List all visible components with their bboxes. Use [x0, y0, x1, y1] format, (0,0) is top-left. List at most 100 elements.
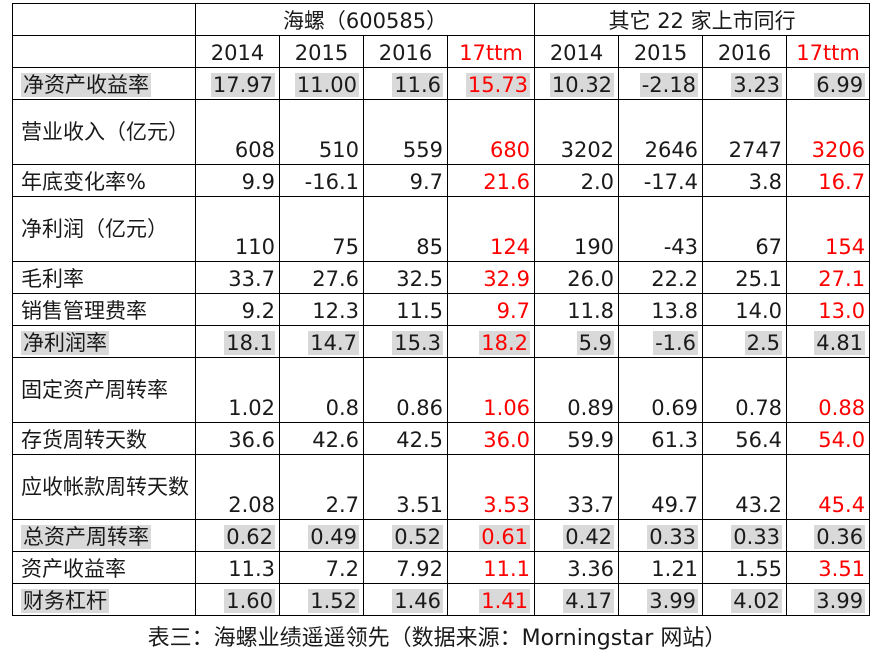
value-cell: 0.8: [279, 357, 364, 423]
value-cell: -16.1: [279, 164, 364, 197]
row-label-text: 资产收益率: [21, 557, 126, 581]
row-label-text: 财务杠杆: [21, 589, 109, 613]
value-text: 0.33: [647, 525, 699, 549]
row-label: 净利润（亿元）: [12, 196, 196, 262]
value-text: 3206: [811, 138, 866, 162]
value-text: 1.60: [224, 589, 275, 613]
value-cell: 3.53: [446, 454, 536, 520]
value-text: 7.2: [325, 557, 359, 581]
value-text: 154: [824, 235, 866, 259]
value-cell: 13.8: [618, 293, 704, 326]
value-text: 61.3: [651, 428, 699, 452]
row-label: 毛利率: [12, 261, 196, 294]
value-text: 9.7: [496, 299, 531, 323]
value-text: 0.69: [651, 396, 699, 420]
value-cell: 1.41: [446, 583, 536, 616]
row-label: 财务杠杆: [12, 583, 196, 616]
value-text: 13.0: [818, 299, 866, 323]
value-text: 18.1: [224, 331, 275, 355]
value-text: 49.7: [651, 493, 699, 517]
value-text: 4.81: [814, 331, 866, 355]
value-text: 124: [489, 235, 531, 259]
value-text: 2646: [644, 138, 699, 162]
value-cell: 17.97: [195, 67, 280, 100]
value-cell: 33.7: [534, 454, 620, 520]
value-cell: 0.36: [786, 519, 871, 552]
value-cell: 2.5: [702, 325, 788, 358]
value-text: 9.7: [409, 170, 443, 194]
group-header-conch: 海螺（600585）: [194, 3, 536, 36]
value-text: 559: [402, 138, 443, 162]
value-text: 33.7: [567, 493, 615, 517]
table-row: 总资产周转率 0.62 0.49 0.52 0.61 0.42 0.33 0.33 0.36: [12, 519, 871, 552]
value-text: 0.61: [479, 525, 531, 549]
value-text: 33.7: [228, 267, 275, 291]
row-label-text: 固定资产周转率: [21, 377, 168, 402]
value-text: 3202: [560, 138, 615, 162]
value-text: 0.33: [731, 525, 783, 549]
value-text: 14.7: [308, 331, 359, 355]
value-cell: 54.0: [786, 422, 871, 455]
value-text: 190: [573, 235, 615, 259]
value-text: 45.4: [818, 493, 866, 517]
value-text: 75: [332, 235, 359, 259]
value-cell: 11.8: [534, 293, 620, 326]
value-cell: 25.1: [702, 261, 788, 294]
value-text: 0.78: [735, 396, 783, 420]
value-cell: 9.7: [446, 293, 536, 326]
row-label: 销售管理费率: [12, 293, 196, 326]
row-label-text: 年底变化率%: [21, 170, 146, 194]
value-cell: 1.21: [618, 551, 704, 584]
value-cell: 3.99: [618, 583, 704, 616]
value-text: 2.08: [228, 493, 275, 517]
value-cell: 14.0: [702, 293, 788, 326]
value-text: 3.36: [567, 557, 615, 581]
value-cell: 0.89: [534, 357, 620, 423]
value-cell: 4.17: [534, 583, 620, 616]
value-cell: 21.6: [446, 164, 536, 197]
value-text: 110: [234, 235, 275, 259]
value-cell: 0.49: [279, 519, 364, 552]
value-text: 32.9: [483, 267, 531, 291]
value-text: 1.02: [228, 396, 275, 420]
value-cell: 10.32: [534, 67, 620, 100]
value-cell: 61.3: [618, 422, 704, 455]
value-text: 11.5: [396, 299, 443, 323]
value-cell: 56.4: [702, 422, 788, 455]
value-cell: 559: [363, 99, 448, 165]
table-row: 固定资产周转率 1.02 0.8 0.86 1.06 0.89 0.69 0.78 0.88: [12, 357, 871, 423]
year-header: 2015: [279, 35, 364, 68]
group-header-peers: 其它 22 家上市同行: [534, 3, 871, 36]
value-cell: 0.88: [786, 357, 871, 423]
table-row: 净利润（亿元） 110 75 85 124 190 -43 67 154: [12, 196, 871, 262]
value-text: 32.5: [396, 267, 443, 291]
value-cell: 1.46: [363, 583, 448, 616]
value-text: 85: [416, 235, 443, 259]
value-cell: 0.61: [446, 519, 536, 552]
value-cell: 22.2: [618, 261, 704, 294]
value-text: 1.06: [483, 396, 531, 420]
row-label-text: 营业收入（亿元）: [21, 119, 189, 144]
year-header: 2015: [618, 35, 704, 68]
corner-cell: [12, 3, 196, 36]
value-cell: 16.7: [786, 164, 871, 197]
row-label: 净资产收益率: [12, 67, 196, 100]
value-text: 11.6: [392, 73, 443, 97]
value-cell: 0.33: [702, 519, 788, 552]
value-text: 9.2: [241, 299, 275, 323]
value-text: 36.6: [228, 428, 275, 452]
value-cell: 75: [279, 196, 364, 262]
table-caption: 表三：海螺业绩遥遥领先（数据来源：Morningstar 网站）: [147, 626, 727, 651]
row-label-text: 存货周转天数: [21, 428, 147, 452]
table-row: 净资产收益率 17.97 11.00 11.6 15.73 10.32 -2.18 3.23 6…: [12, 67, 871, 100]
value-cell: 1.55: [702, 551, 788, 584]
value-cell: 3.8: [702, 164, 788, 197]
value-cell: 33.7: [195, 261, 280, 294]
value-text: 26.0: [567, 267, 615, 291]
value-cell: 1.06: [446, 357, 536, 423]
value-cell: 42.5: [363, 422, 448, 455]
year-header-row: 2014 2015 2016 17ttm 2014 2015 2016 17tt…: [12, 35, 871, 68]
value-text: 36.0: [483, 428, 531, 452]
value-cell: 67: [702, 196, 788, 262]
value-cell: 1.60: [195, 583, 280, 616]
